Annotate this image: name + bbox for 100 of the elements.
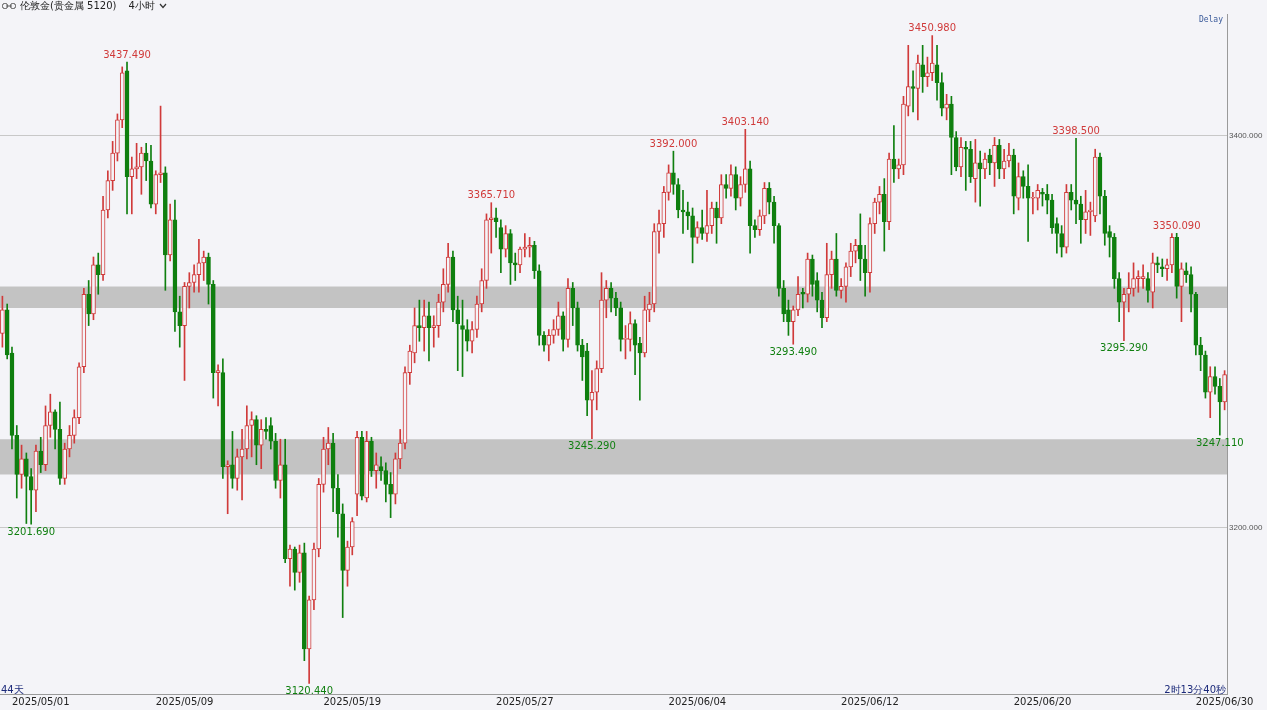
candlestick [1140,264,1146,289]
candlestick [67,425,72,458]
annotation: 3295.290 [1100,342,1148,354]
annotation: 3365.710 [467,189,516,201]
candlestick [201,250,207,281]
annotation: 3293.490 [769,345,818,357]
candlestick [302,542,307,662]
candlestick [522,233,528,258]
candlestick [647,291,652,322]
candlestick [575,301,580,352]
candlestick [997,139,1002,179]
candlestick [206,252,211,305]
candlestick [527,237,532,258]
annotation: 3437.490 [103,48,151,60]
candlestick [158,105,163,183]
x-tick-label: 2025/06/04 [668,695,727,707]
candlestick [623,325,628,360]
candlestick [963,141,969,191]
candlestick [143,143,149,181]
candlestick [1083,190,1088,234]
candlestick [762,182,767,225]
candlestick [834,233,839,297]
annotation: 3120.440 [285,684,334,696]
candlestick [479,268,485,313]
annotation: Delay [1198,15,1223,24]
candlestick [690,207,695,264]
candlestick [781,280,786,322]
x-tick-label: 2025/06/20 [1013,695,1072,707]
candlestick [742,129,748,193]
annotation: 3398.500 [1052,125,1100,137]
candlestick [1198,337,1203,371]
annotation: 3247.110 [1195,436,1244,448]
x-tick-label: 2025/06/12 [841,695,899,707]
candlestick [263,417,269,440]
chart-subtitle: 4小时 [128,0,155,13]
candlestick [48,393,53,438]
candlestick [225,460,230,515]
candlestick [129,156,135,215]
candlestick [364,431,369,503]
candlestick [1016,162,1021,211]
y-tick-label: 3200.000 [1229,522,1263,532]
candlestick [877,186,882,215]
candlestick [714,201,719,244]
annotation: 44天 [1,683,24,697]
candlestick [1126,272,1132,313]
annotation: 3350.090 [1152,219,1201,231]
candlestick [1203,350,1208,399]
candlestick [115,113,120,162]
candlestick [186,272,192,309]
candlestick [968,141,973,183]
chart-title: 伦敦金(贵金属 5120) [20,0,117,13]
candlestick [455,295,461,371]
candlestick [810,254,815,297]
x-tick-label: 2025/05/19 [323,695,382,707]
candlestick [1059,225,1064,258]
candlestick [1179,262,1184,322]
candlestick [532,240,537,279]
candlestick [853,239,858,264]
candlestick [86,280,91,326]
candlestick [973,139,978,203]
candlestick [297,544,302,583]
candlestick [273,433,278,489]
candlestick [278,438,283,499]
candlestick [786,299,791,336]
candlestick [215,364,221,407]
candlestick [1136,270,1141,293]
candlestick [738,176,743,207]
candlestick [325,427,331,466]
x-tick-label: 2025/06/30 [1195,695,1254,707]
candlestick [1174,232,1179,299]
candlestick [139,146,144,195]
candlestick [757,209,763,236]
candlestick [91,256,96,321]
candlestick [920,45,925,93]
candlestick [925,56,930,87]
candlestick [417,299,422,342]
candlestick [929,35,935,81]
candlestick [182,282,187,381]
x-tick-label: 2025/05/01 [11,695,70,707]
candlestick [992,137,997,187]
annotation: 2时13分40秒 [1164,683,1226,697]
candlestick [508,229,513,285]
candlestick [436,293,441,338]
candlestick [503,225,508,258]
candlestick [1112,233,1117,289]
x-tick-label: 2025/05/27 [496,695,554,707]
candlestick [43,405,48,471]
candlestick [254,415,259,466]
candlestick [666,164,671,201]
candlestick [671,150,676,195]
candlestick [388,472,393,518]
candlestick [699,209,705,240]
candlestick [24,452,29,524]
x-tick-label: 2025/05/09 [155,695,214,707]
candlestick [1030,192,1036,215]
candlestick [858,213,863,281]
candlestick [1064,184,1069,254]
candlestick [393,452,398,505]
candlestick [1040,188,1045,207]
candlestick [1222,370,1227,411]
